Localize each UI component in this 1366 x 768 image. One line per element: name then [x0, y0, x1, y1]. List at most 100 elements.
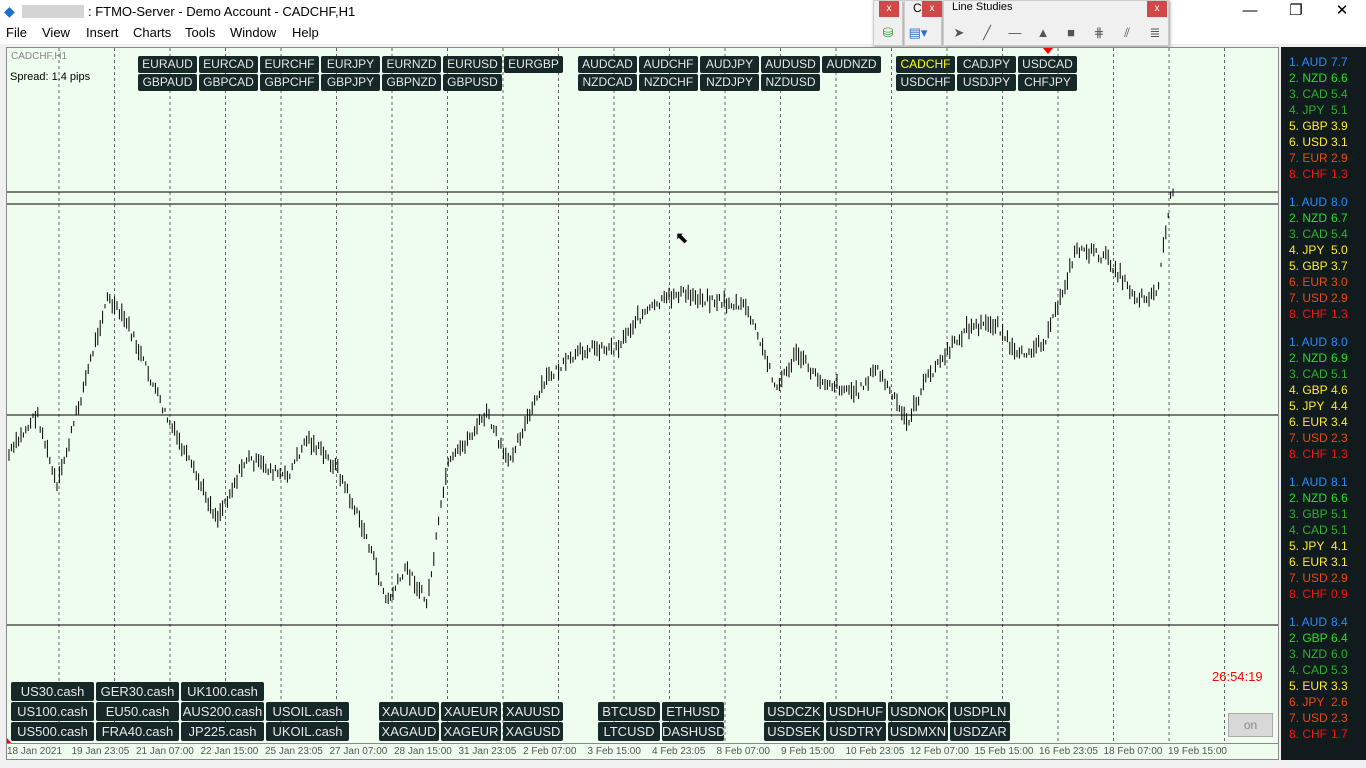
symbol-button-gbpchf[interactable]: GBPCHF	[260, 74, 319, 91]
symbol-button-ltcusd[interactable]: LTCUSD	[598, 722, 660, 741]
strength-row: 6. EUR 3.4	[1289, 415, 1359, 429]
symbol-button-ger30-cash[interactable]: GER30.cash	[96, 682, 179, 701]
symbol-button-usdnok[interactable]: USDNOK	[888, 702, 948, 721]
symbol-button-eurcad[interactable]: EURCAD	[199, 56, 258, 73]
symbol-button-xaueur[interactable]: XAUEUR	[441, 702, 501, 721]
symbol-button-cadjpy[interactable]: CADJPY	[957, 56, 1016, 73]
symbol-button-eurchf[interactable]: EURCHF	[260, 56, 319, 73]
trendline-icon[interactable]: ╱	[983, 25, 991, 40]
symbol-button-gbpusd[interactable]: GBPUSD	[443, 74, 502, 91]
gann-icon[interactable]: ⋕	[1093, 25, 1105, 40]
symbol-button-nzdchf[interactable]: NZDCHF	[639, 74, 698, 91]
symbol-button-eu50-cash[interactable]: EU50.cash	[96, 702, 179, 721]
horizontal-line-icon[interactable]: —	[1008, 25, 1022, 40]
menu-tools[interactable]: Tools	[185, 25, 216, 40]
symbol-button-usdmxn[interactable]: USDMXN	[888, 722, 948, 741]
symbol-button-jp225-cash[interactable]: JP225.cash	[181, 722, 264, 741]
currency-label: 2. NZD	[1289, 351, 1328, 365]
menu-insert[interactable]: Insert	[86, 25, 119, 40]
rectangle-icon[interactable]: ■	[1067, 25, 1075, 40]
cursor-icon[interactable]: ➤	[953, 25, 965, 40]
symbol-button-xageur[interactable]: XAGEUR	[441, 722, 501, 741]
symbol-button-nzdusd[interactable]: NZDUSD	[761, 74, 820, 91]
restore-button[interactable]: ❐	[1289, 2, 1303, 19]
chart-template-icon[interactable]: ▤▾	[908, 25, 928, 40]
symbol-button-dashusd[interactable]: DASHUSD	[662, 722, 726, 741]
strength-value: 2.3	[1331, 431, 1348, 445]
symbol-button-gbpaud[interactable]: GBPAUD	[138, 74, 197, 91]
symbol-button-usdsek[interactable]: USDSEK	[764, 722, 824, 741]
symbol-button-usdtry[interactable]: USDTRY	[826, 722, 886, 741]
symbol-button-nzdjpy[interactable]: NZDJPY	[700, 74, 759, 91]
strength-row: 7. USD 2.9	[1289, 291, 1359, 305]
symbol-button-usdjpy[interactable]: USDJPY	[957, 74, 1016, 91]
toolbar-close-button[interactable]: x	[879, 1, 899, 17]
close-button[interactable]: ✕	[1335, 2, 1349, 19]
minimize-button[interactable]: —	[1242, 2, 1258, 19]
strength-value: 6.9	[1331, 351, 1348, 365]
time-axis-label: 10 Feb 23:05	[845, 746, 905, 757]
symbol-button-usdcad[interactable]: USDCAD	[1018, 56, 1077, 73]
symbol-button-xauaud[interactable]: XAUAUD	[379, 702, 439, 721]
menu-file[interactable]: File	[6, 25, 27, 40]
triangle-icon[interactable]: ▲	[1036, 25, 1050, 40]
symbol-button-aus200-cash[interactable]: AUS200.cash	[181, 702, 264, 721]
strength-value: 6.4	[1331, 631, 1348, 645]
symbol-button-audchf[interactable]: AUDCHF	[639, 56, 698, 73]
symbol-button-usdczk[interactable]: USDCZK	[764, 702, 824, 721]
symbol-button-cadchf[interactable]: CADCHF	[896, 56, 955, 73]
pitchfork-icon[interactable]: ⫽	[1124, 25, 1130, 40]
strength-row: 8. CHF 1.3	[1289, 447, 1359, 461]
strength-row: 4. JPY 5.0	[1289, 243, 1359, 257]
symbol-button-audcad[interactable]: AUDCAD	[578, 56, 637, 73]
symbol-button-audusd[interactable]: AUDUSD	[761, 56, 820, 73]
time-axis-label: 19 Feb 15:00	[1168, 746, 1227, 757]
symbol-button-usoil-cash[interactable]: USOIL.cash	[266, 702, 349, 721]
symbol-button-xagaud[interactable]: XAGAUD	[379, 722, 439, 741]
symbol-button-chfjpy[interactable]: CHFJPY	[1018, 74, 1077, 91]
symbol-button-audjpy[interactable]: AUDJPY	[700, 56, 759, 73]
symbol-button-ethusd[interactable]: ETHUSD	[662, 702, 724, 721]
symbol-button-btcusd[interactable]: BTCUSD	[598, 702, 660, 721]
symbol-button-uk100-cash[interactable]: UK100.cash	[181, 682, 264, 701]
symbol-button-gbpnzd[interactable]: GBPNZD	[382, 74, 441, 91]
symbol-button-xagusd[interactable]: XAGUSD	[503, 722, 563, 741]
symbol-button-usdpln[interactable]: USDPLN	[950, 702, 1010, 721]
market-watch-icon[interactable]: ⛁	[882, 25, 894, 40]
toolbar-close-button[interactable]: x	[1147, 1, 1167, 17]
symbol-button-gbpcad[interactable]: GBPCAD	[199, 74, 258, 91]
strength-row: 7. USD 2.9	[1289, 571, 1359, 585]
menu-charts[interactable]: Charts	[133, 25, 172, 40]
price-chart[interactable]: ⬉ CADCHF,H1 Spread: 1.4 pips EURAUD EURCA…	[6, 47, 1279, 744]
symbol-button-fra40-cash[interactable]: FRA40.cash	[96, 722, 179, 741]
symbol-button-eurjpy[interactable]: EURJPY	[321, 56, 380, 73]
currency-label: 5. JPY	[1289, 399, 1325, 413]
symbol-button-gbpjpy[interactable]: GBPJPY	[321, 74, 380, 91]
symbol-button-usdchf[interactable]: USDCHF	[896, 74, 955, 91]
symbol-button-us500-cash[interactable]: US500.cash	[11, 722, 94, 741]
strength-value: 3.4	[1331, 415, 1348, 429]
toolbar-close-button[interactable]: x	[922, 1, 942, 17]
on-toggle-button[interactable]: on	[1228, 713, 1273, 737]
symbol-button-nzdcad[interactable]: NZDCAD	[578, 74, 637, 91]
menu-window[interactable]: Window	[230, 25, 277, 40]
strength-value: 8.4	[1331, 615, 1348, 629]
symbol-button-eurnzd[interactable]: EURNZD	[382, 56, 441, 73]
symbol-button-audnzd[interactable]: AUDNZD	[822, 56, 881, 73]
symbol-button-eurusd[interactable]: EURUSD	[443, 56, 502, 73]
symbol-button-xauusd[interactable]: XAUUSD	[503, 702, 563, 721]
symbol-button-usdhuf[interactable]: USDHUF	[826, 702, 886, 721]
symbol-button-eurgbp[interactable]: EURGBP	[504, 56, 563, 73]
symbol-button-ukoil-cash[interactable]: UKOIL.cash	[266, 722, 349, 741]
chart-canvas[interactable]: ⬉	[7, 48, 1279, 744]
currency-label: 3. CAD	[1289, 227, 1328, 241]
symbol-button-euraud[interactable]: EURAUD	[138, 56, 197, 73]
menu-help[interactable]: Help	[292, 25, 319, 40]
symbol-button-us30-cash[interactable]: US30.cash	[11, 682, 94, 701]
menu-view[interactable]: View	[42, 25, 70, 40]
strength-value: 8.1	[1331, 475, 1348, 489]
time-axis-label: 9 Feb 15:00	[781, 746, 835, 757]
symbol-button-us100-cash[interactable]: US100.cash	[11, 702, 94, 721]
symbol-button-usdzar[interactable]: USDZAR	[950, 722, 1010, 741]
fibonacci-icon[interactable]: ≣	[1149, 25, 1161, 40]
